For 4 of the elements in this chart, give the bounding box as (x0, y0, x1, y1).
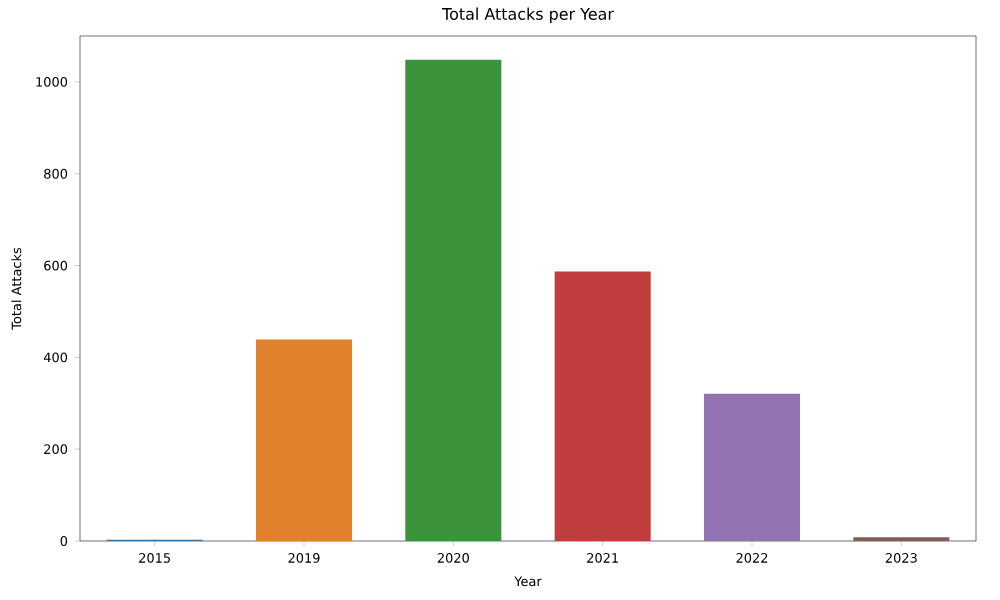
bar (704, 393, 801, 541)
bar (554, 271, 651, 541)
bar (405, 59, 502, 541)
bar (256, 339, 352, 541)
